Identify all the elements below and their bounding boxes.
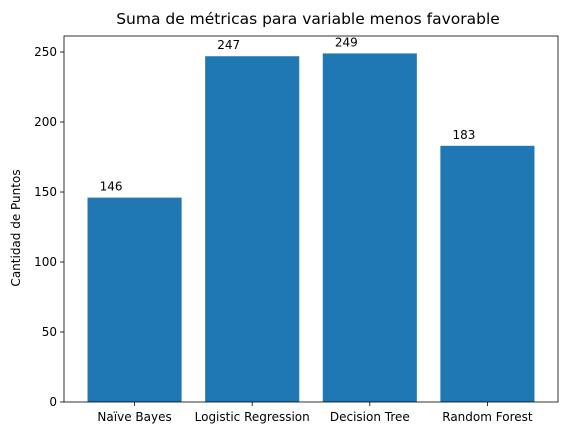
y-tick-label-4: 200 <box>34 115 57 129</box>
x-tick-label-3: Decision Tree <box>330 410 410 424</box>
bar-1 <box>87 197 182 402</box>
data-label-1: 146 <box>100 180 123 194</box>
y-axis-label: Cantidad de Puntos <box>9 169 23 286</box>
bar-3 <box>322 53 417 403</box>
x-tick-label-4: Random Forest <box>442 410 533 424</box>
data-labels-group: 146 247 249 183 <box>100 35 476 193</box>
x-axis-ticks: Naïve Bayes Logistic Regression Decision T… <box>97 402 533 424</box>
y-tick-label-3: 150 <box>34 185 57 199</box>
y-tick-label-2: 100 <box>34 255 57 269</box>
bars-group <box>87 53 535 403</box>
y-tick-label-5: 250 <box>34 45 57 59</box>
data-label-4: 183 <box>452 128 475 142</box>
y-tick-label-0: 0 <box>49 395 57 409</box>
y-tick-label-1: 50 <box>42 325 57 339</box>
data-label-3: 249 <box>335 35 358 49</box>
bar-4 <box>440 145 535 403</box>
bar-2 <box>205 56 300 403</box>
plot-area-frame <box>63 35 559 403</box>
x-tick-label-1: Naïve Bayes <box>97 410 171 424</box>
x-tick-label-2: Logistic Regression <box>195 410 310 424</box>
y-axis-ticks: 0 50 100 150 200 250 <box>34 45 64 409</box>
data-label-2: 247 <box>217 38 240 52</box>
chart-title: Suma de métricas para variable menos fav… <box>116 10 500 28</box>
